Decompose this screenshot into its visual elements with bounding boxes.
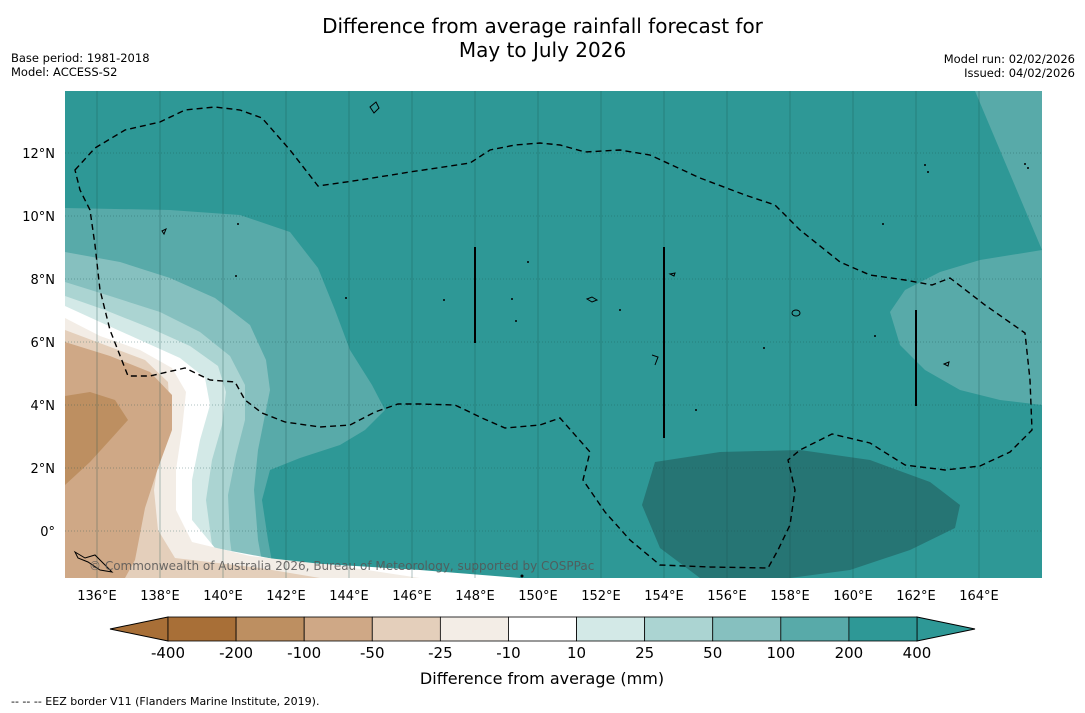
zone-minus100 [65,392,128,485]
base-period: Base period: 1981-2018 [11,51,150,65]
lon-label: 148°E [455,589,495,604]
model-run: Model run: 02/02/2026 [943,52,1075,66]
lon-label: 152°E [581,589,621,604]
colorbar-label: -200 [219,644,253,662]
colorbar-segment [712,616,782,642]
colorbar-label: -10 [496,644,521,662]
zone-10-white [65,306,520,578]
colorbar-segment [644,616,714,642]
colorbar-high-extend [916,616,976,642]
lon-label: 154°E [644,589,684,604]
colorbar-segment [508,616,577,642]
colorbar-segment [371,616,441,642]
island-chains [474,247,917,438]
lon-label: 162°E [896,589,936,604]
colorbar-segment [167,616,237,642]
colorbar-label: -25 [428,644,453,662]
colorbar-low-extend [109,616,169,642]
lon-label: 136°E [77,589,117,604]
lat-label: 4°N [31,399,56,414]
colorbar-segment [848,616,918,642]
colorbar-segment [439,616,509,642]
colorbar-label: -50 [360,644,385,662]
meta-right: Model run: 02/02/2026 Issued: 04/02/2026 [944,52,1075,80]
islets [235,163,1029,578]
colorbar-title: Difference from average (mm) [420,669,664,688]
colorbar-label: -100 [287,644,321,662]
issued-date: Issued: 04/02/2026 [964,66,1075,80]
eez-legend-footer: -- -- -- EEZ border V11 (Flanders Marine… [11,695,320,708]
zone-deep-southeast [642,450,960,578]
longitude-labels: 136°E 138°E 140°E 142°E 144°E 146°E 148°… [77,589,999,604]
copyright-notice: © Commonwealth of Australia 2026, Bureau… [89,559,594,573]
lat-label: 8°N [31,273,56,288]
title-line-1: Difference from average rainfall forecas… [322,14,763,38]
colorbar-label: 100 [766,644,795,662]
lat-label: 2°N [31,462,56,477]
colorbar: -400 -200 -100 -50 -25 -10 10 25 50 100 200 400 Dif… [109,616,976,688]
colorbar-segment [576,616,646,642]
colorbar-label: 10 [567,644,586,662]
chart-title: Difference from average rainfall forecas… [0,14,1085,62]
latitude-labels: 12°N 10°N 8°N 6°N 4°N 2°N 0° [22,147,55,540]
lat-label: 0° [40,525,55,540]
meta-left: Base period: 1981-2018 Model: ACCESS-S2 [11,51,150,79]
colorbar-segment [303,616,373,642]
gridlines [65,91,1042,578]
rainfall-map: © Commonwealth of Australia 2026, Bureau… [65,91,1042,578]
lat-label: 6°N [31,336,56,351]
lat-label: 10°N [22,210,55,225]
lon-label: 142°E [266,589,306,604]
model-name: Model: ACCESS-S2 [11,65,118,79]
lon-label: 146°E [392,589,432,604]
colorbar-label: 200 [835,644,864,662]
lon-label: 156°E [707,589,747,604]
lon-label: 160°E [833,589,873,604]
colorbar-label: 25 [635,644,654,662]
zone-200-400-east [890,91,1042,405]
colorbar-label: 400 [903,644,932,662]
lon-label: 138°E [140,589,180,604]
lon-label: 150°E [518,589,558,604]
lon-label: 144°E [329,589,369,604]
islands [73,101,950,573]
lat-label: 12°N [22,147,55,162]
colorbar-label: -400 [151,644,185,662]
lon-label: 158°E [770,589,810,604]
colorbar-label: 50 [703,644,722,662]
eez-border [74,106,1033,569]
lon-label: 140°E [203,589,243,604]
lon-label: 164°E [959,589,999,604]
colorbar-segment [235,616,305,642]
title-line-2: May to July 2026 [458,38,627,62]
colorbar-segments [167,616,918,642]
colorbar-segment [780,616,850,642]
colorbar-labels: -400 -200 -100 -50 -25 -10 10 25 50 100 200 400 [151,644,931,662]
